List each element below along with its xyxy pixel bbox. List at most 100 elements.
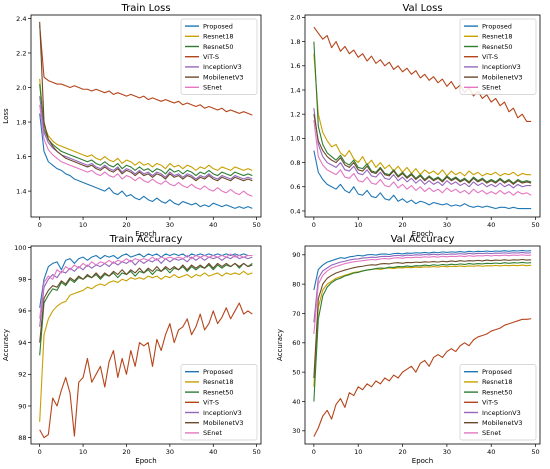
train-loss-x-tick-label: 10 [79, 221, 87, 229]
train-loss-x-tick-label: 0 [38, 221, 42, 229]
train-loss-y-tick-label: 1.8 [16, 118, 26, 126]
val-loss-legend-entry: Resnet50 [482, 43, 513, 51]
train-loss-series-vit-s [39, 25, 253, 116]
train-loss-series-inceptionv3 [39, 96, 253, 180]
val-accuracy-plot-area [313, 249, 532, 437]
train-loss-y-tick-label: 1.4 [16, 187, 26, 195]
val-loss-x-tick-label: 40 [487, 221, 495, 229]
val-accuracy-series-inceptionv3 [313, 251, 532, 323]
val-accuracy-series-mobilenetv3 [313, 258, 532, 379]
val-accuracy-x-tick-label: 20 [398, 448, 406, 456]
val-accuracy-y-tick-label: 90 [292, 251, 300, 259]
val-accuracy-legend-box [459, 364, 537, 441]
val-loss-x-axis-label: Epoch [412, 230, 433, 238]
val-loss-y-tick-label: 1.4 [290, 86, 300, 94]
val-accuracy-x-tick-label: 40 [487, 448, 495, 456]
train-loss-x-tick-label: 50 [253, 221, 261, 229]
val-loss-series-inceptionv3 [313, 108, 532, 189]
val-loss-series-resnet18 [313, 53, 532, 177]
train-accuracy-x-tick-label: 20 [122, 448, 130, 456]
train-loss-x-tick-label: 20 [122, 221, 130, 229]
train-accuracy-series-mobilenetv3 [39, 262, 253, 343]
train-loss-y-tick-label: 1.6 [16, 153, 26, 161]
val-loss-legend-entry: Resnet18 [482, 33, 513, 41]
train-accuracy-series-inceptionv3 [39, 254, 253, 327]
val-accuracy-legend-entry: Resnet18 [482, 378, 513, 386]
train-loss-series-resnet18 [39, 78, 253, 171]
val-accuracy-axes-frame [304, 245, 541, 445]
train-loss-series-resnet50 [39, 84, 253, 177]
train-accuracy-title: Train Accuracy [109, 234, 183, 245]
val-loss-y-tick-label: 2.0 [290, 14, 300, 22]
val-accuracy-legend: Proposed Resnet18 Resnet50 ViT-S InceptionV3… [459, 364, 537, 441]
val-accuracy-x-tick-label: 30 [443, 448, 451, 456]
train-loss-x-tick-label: 40 [209, 221, 217, 229]
val-accuracy-series-proposed [313, 249, 532, 291]
val-accuracy-series-senet [313, 254, 532, 335]
val-accuracy-legend-entry: MobilenetV3 [482, 419, 523, 427]
train-loss-legend-entry: SEnet [203, 84, 222, 92]
train-loss-series-senet [39, 104, 253, 197]
val-loss-series-senet [313, 120, 532, 196]
val-accuracy-legend-entry: Resnet50 [482, 388, 513, 396]
val-accuracy-y-tick-label: 50 [292, 368, 300, 376]
val-loss-plot-area [313, 26, 532, 210]
train-accuracy-legend-box [180, 364, 258, 441]
val-loss-axes-frame [304, 14, 541, 218]
val-accuracy-series-resnet50 [313, 261, 532, 402]
train-accuracy-series-resnet18 [39, 270, 253, 422]
train-loss-legend-entry: Resnet18 [203, 33, 234, 41]
train-accuracy-y-tick-label: 88 [18, 434, 26, 442]
train-loss-title: Train Loss [120, 3, 170, 14]
train-accuracy-y-tick-label: 96 [18, 307, 26, 315]
val-accuracy-y-tick-label: 60 [292, 339, 300, 347]
val-loss-y-tick-label: 1.0 [290, 135, 300, 143]
train-loss-legend-entry: InceptionV3 [203, 63, 242, 71]
val-loss-series-mobilenetv3 [313, 114, 532, 185]
train-accuracy-legend: Proposed Resnet18 Resnet50 ViT-S InceptionV3… [180, 364, 258, 441]
val-loss-y-tick-label: 1.8 [290, 38, 300, 46]
val-loss-series-proposed [313, 150, 532, 210]
val-loss-x-tick-label: 10 [354, 221, 362, 229]
val-accuracy-title: Val Accuracy [391, 234, 455, 245]
val-loss-legend-entry: InceptionV3 [482, 63, 521, 71]
val-loss-y-tick-label: 1.6 [290, 62, 300, 70]
val-loss-legend-entry: SEnet [482, 84, 501, 92]
val-accuracy-legend-entry: Proposed [482, 368, 512, 376]
train-loss-axes-frame [30, 14, 262, 218]
val-accuracy-y-tick-label: 40 [292, 398, 300, 406]
val-loss-legend-box [459, 18, 537, 95]
val-loss-x-tick-label: 50 [531, 221, 539, 229]
train-loss-legend-entry: MobilenetV3 [203, 73, 244, 81]
train-accuracy-y-tick-label: 100 [14, 244, 26, 252]
val-accuracy-legend-entry: InceptionV3 [482, 409, 521, 417]
train-accuracy-legend-entry: Resnet18 [203, 378, 234, 386]
val-loss-legend: Proposed Resnet18 Resnet50 ViT-S InceptionV3… [459, 18, 537, 95]
train-accuracy-axes-frame [30, 245, 262, 445]
val-loss-legend-entry: ViT-S [482, 53, 498, 61]
train-accuracy-y-tick-label: 98 [18, 276, 26, 284]
train-loss-y-axis-label: Loss [2, 108, 10, 124]
train-accuracy-series-proposed [39, 253, 253, 308]
train-accuracy-chart: Train Accuracy 0 10 20 30 40 50 88 90 92 94 96 98 100… [2, 234, 262, 465]
val-accuracy-x-tick-label: 50 [531, 448, 539, 456]
val-accuracy-y-tick-label: 80 [292, 280, 300, 288]
train-loss-legend: Proposed Resnet18 Resnet50 ViT-S InceptionV3… [180, 18, 258, 95]
val-accuracy-x-tick-label: 10 [354, 448, 362, 456]
train-accuracy-legend-entry: InceptionV3 [203, 409, 242, 417]
train-accuracy-legend-entry: ViT-S [203, 399, 219, 407]
val-loss-chart: Val Loss 0 10 20 30 40 50 0.4 0.6 0.8 1.0 1.2 1.4 1.6… [290, 3, 541, 238]
train-accuracy-series-vit-s [39, 302, 253, 439]
val-accuracy-y-tick-label: 70 [292, 310, 300, 318]
train-loss-y-tick-label: 2.4 [16, 15, 26, 23]
train-loss-legend-box [180, 18, 258, 95]
val-accuracy-x-tick-label: 0 [312, 448, 316, 456]
train-accuracy-y-tick-label: 94 [18, 339, 26, 347]
val-loss-title: Val Loss [402, 3, 442, 14]
val-loss-y-tick-label: 0.4 [290, 207, 300, 215]
train-loss-legend-entry: Resnet50 [203, 43, 234, 51]
val-loss-x-tick-label: 20 [398, 221, 406, 229]
val-loss-series-resnet50 [313, 41, 532, 184]
val-loss-y-tick-label: 0.8 [290, 159, 300, 167]
